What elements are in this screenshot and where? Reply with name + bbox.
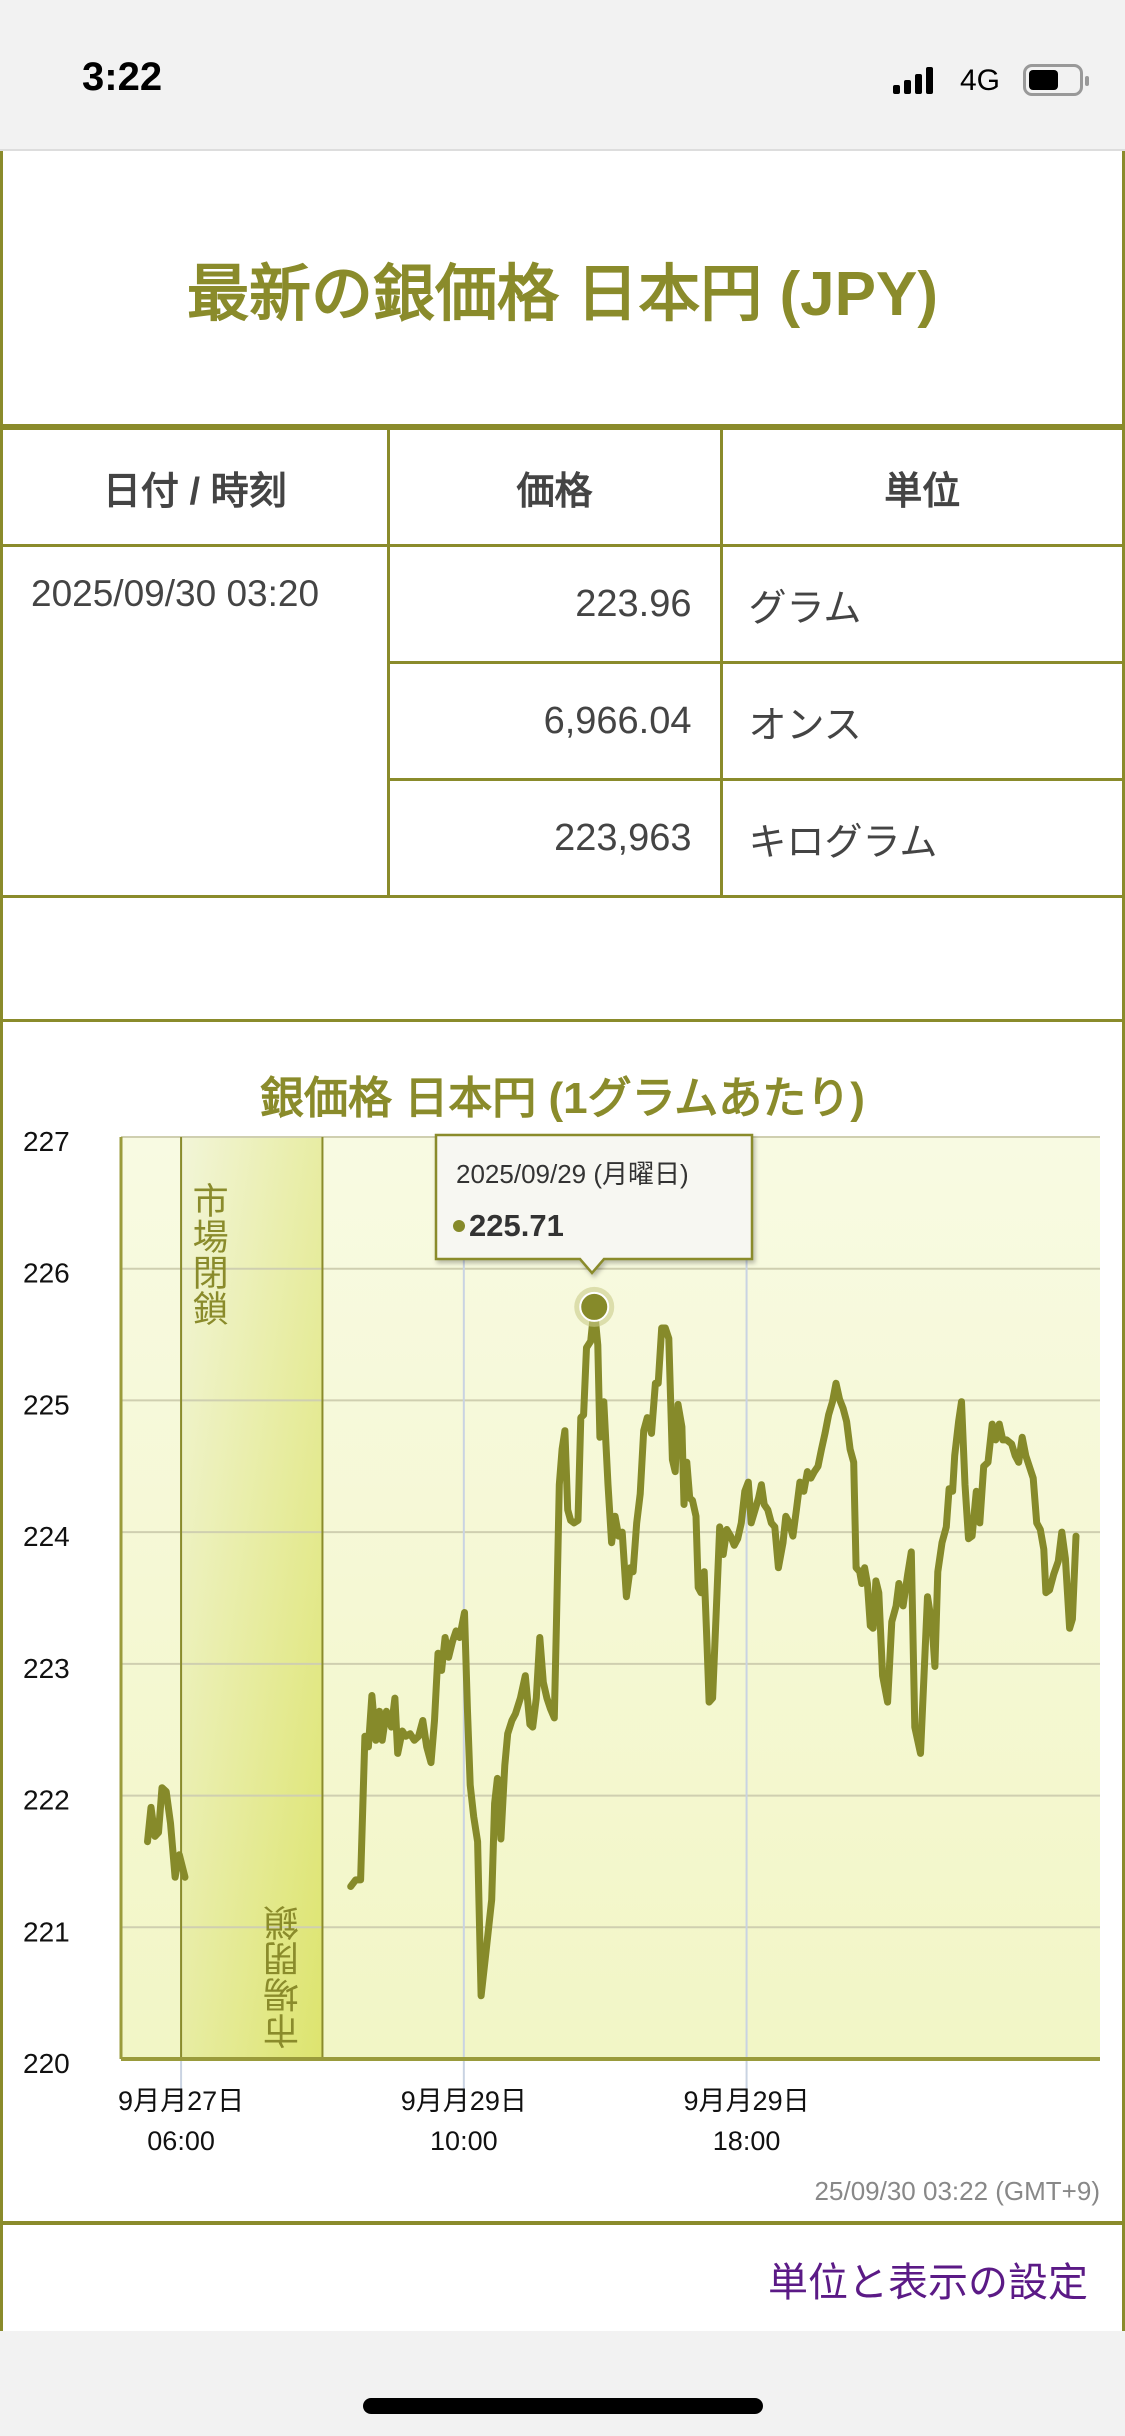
- signal-icon: [893, 66, 933, 94]
- table-row: 2025/09/30 03:20 223.96 グラム: [3, 544, 1122, 898]
- header-unit: 単位: [719, 427, 1122, 547]
- y-tick-label: 226: [23, 1258, 70, 1289]
- x-tick-date: 9月月29日: [684, 2086, 810, 2116]
- x-tick-date: 9月月29日: [401, 2086, 527, 2116]
- band-label-bottom: 市場閉鎖: [264, 1905, 305, 2049]
- x-tick-time: 18:00: [713, 2126, 781, 2156]
- x-tick-time: 10:00: [430, 2126, 498, 2156]
- spacer-row: [3, 898, 1122, 1022]
- tooltip-marker: [453, 1220, 465, 1232]
- tooltip-box: [434, 1133, 754, 1275]
- status-bar: 3:22 4G: [0, 0, 1125, 151]
- unit-cell: グラム: [719, 544, 1122, 664]
- y-tick-label: 224: [23, 1521, 70, 1552]
- unit-cell: キログラム: [719, 778, 1122, 898]
- chart-timestamp: 25/09/30 03:22 (GMT+9): [815, 2176, 1100, 2206]
- chart-canvas[interactable]: 220 221 222 223 224 225 226 227 9月月27日 06:00 9月月29…: [0, 1022, 1125, 2225]
- settings-row: 単位と表示の設定: [3, 2225, 1122, 2333]
- price-cell: 223.96: [386, 544, 723, 664]
- x-tick-date: 9月月27日: [118, 2086, 244, 2116]
- network-type: 4G: [960, 64, 1001, 97]
- price-page: 最新の銀価格 日本円 (JPY) 日付 / 時刻 価格 単位 2025/09/3…: [0, 151, 1125, 2331]
- unit-display-settings-link[interactable]: 単位と表示の設定: [768, 2261, 1088, 2305]
- unit-cell: オンス: [719, 661, 1122, 781]
- price-chart[interactable]: 銀価格 日本円 (1グラムあたり) 220 221 222 223 224 225 226 2…: [3, 1022, 1122, 2225]
- y-tick-label: 227: [23, 1126, 70, 1157]
- price-table: 日付 / 時刻 価格 単位 2025/09/30 03:20 223.96 グラ…: [3, 427, 1122, 898]
- y-tick-label: 220: [23, 2048, 70, 2079]
- market-closed-band: [181, 1137, 323, 2059]
- header-datetime: 日付 / 時刻: [3, 427, 390, 547]
- price-cell: 223,963: [388, 778, 723, 898]
- header-price: 価格: [386, 427, 723, 547]
- x-tick-time: 06:00: [147, 2126, 215, 2156]
- datetime-cell: 2025/09/30 03:20: [3, 544, 390, 898]
- price-cell: 6,966.04: [388, 661, 723, 781]
- page-title: 最新の銀価格 日本円 (JPY): [3, 151, 1122, 427]
- y-tick-label: 223: [23, 1653, 70, 1684]
- y-tick-label: 222: [23, 1785, 70, 1816]
- table-row: 223,963 キログラム: [3, 778, 1122, 898]
- price-line-segment-1: [144, 1784, 189, 1881]
- highlight-point: [579, 1291, 610, 1322]
- table-header-row: 日付 / 時刻 価格 単位: [3, 427, 1122, 547]
- tooltip-date: 2025/09/29 (月曜日): [456, 1159, 689, 1189]
- price-line-segment-2: [347, 1303, 1080, 2000]
- tooltip-value: 225.71: [469, 1208, 564, 1243]
- chart-title: 銀価格 日本円 (1グラムあたり): [260, 1074, 865, 1123]
- status-time: 3:22: [82, 55, 163, 99]
- band-label-top: 市場閉鎖: [187, 1182, 228, 1326]
- home-indicator[interactable]: [363, 2398, 763, 2414]
- y-tick-label: 225: [23, 1389, 70, 1420]
- y-tick-label: 221: [23, 1916, 70, 1947]
- table-row: 6,966.04 オンス: [3, 661, 1122, 781]
- battery-icon: [1023, 64, 1089, 96]
